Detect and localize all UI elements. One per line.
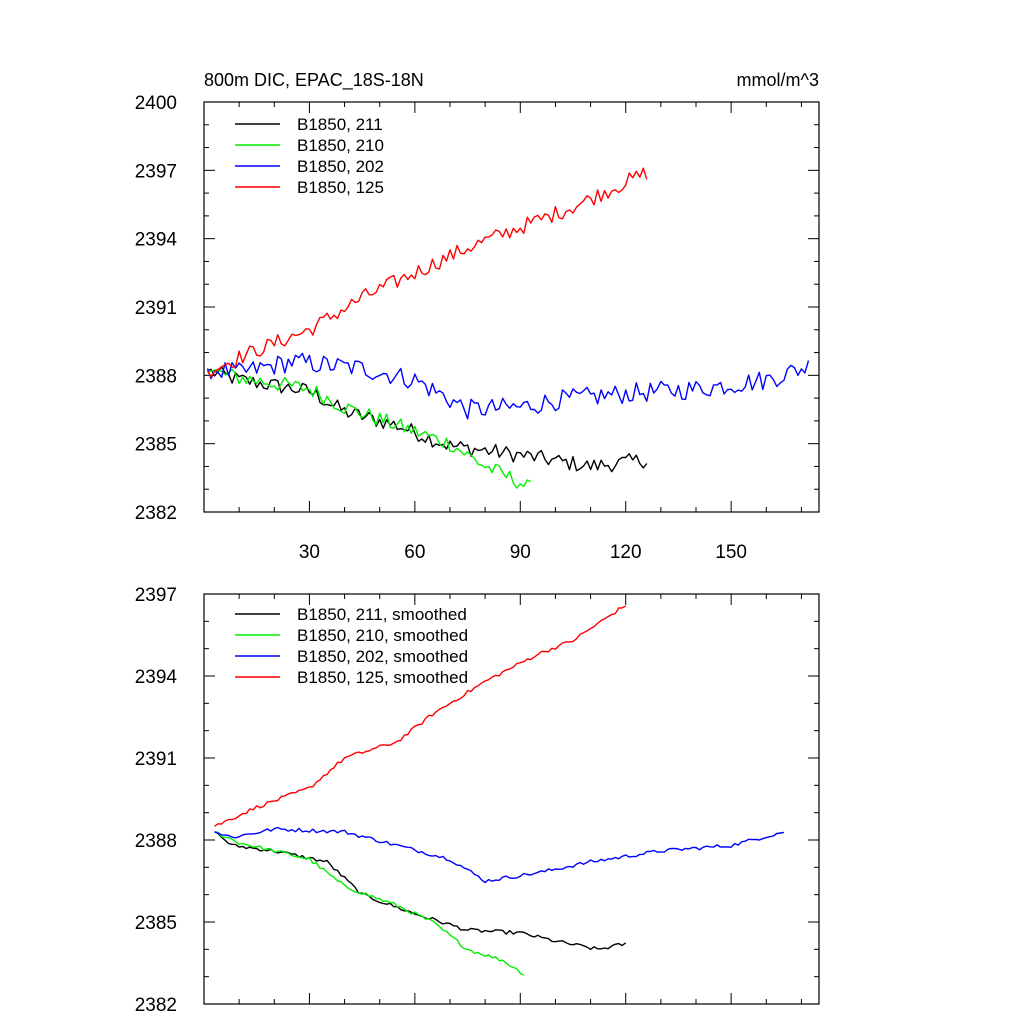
top-panel-y-tick-labels: 2382 2385 2388 2391 2394 2397 2400 bbox=[135, 93, 178, 524]
y-tick-label: 2382 bbox=[135, 503, 177, 524]
bottom-panel-series bbox=[214, 605, 785, 976]
series-line bbox=[214, 831, 525, 976]
series-line bbox=[214, 831, 627, 950]
top-panel-series bbox=[206, 167, 810, 489]
series-line bbox=[206, 352, 810, 420]
top-panel-legend: B1850, 211 B1850, 210 B1850, 202 B1850, … bbox=[235, 115, 384, 197]
top-panel-x-tick-labels: 30 60 90 120 150 bbox=[299, 542, 747, 563]
y-tick-label: 2391 bbox=[135, 298, 177, 319]
y-tick-label: 2397 bbox=[135, 161, 177, 182]
y-tick-label: 2397 bbox=[135, 585, 177, 606]
legend-label: B1850, 210 bbox=[297, 136, 384, 155]
chart-title: 800m DIC, EPAC_18S-18N bbox=[204, 70, 424, 91]
legend-label: B1850, 125 bbox=[297, 178, 384, 197]
legend-label: B1850, 202 bbox=[297, 157, 384, 176]
y-tick-label: 2388 bbox=[135, 831, 177, 852]
legend-label: B1850, 210, smoothed bbox=[297, 626, 468, 645]
bottom-panel-y-tick-labels: 2382 2385 2388 2391 2394 2397 bbox=[135, 585, 178, 1016]
y-tick-label: 2394 bbox=[135, 667, 178, 688]
bottom-panel: 2382 2385 2388 2391 2394 2397 B1850, 211… bbox=[135, 585, 820, 1016]
bottom-panel-legend: B1850, 211, smoothed B1850, 210, smoothe… bbox=[235, 605, 468, 687]
series-line bbox=[206, 167, 648, 378]
legend-label: B1850, 202, smoothed bbox=[297, 647, 468, 666]
x-tick-label: 30 bbox=[299, 542, 320, 563]
series-line bbox=[207, 366, 648, 473]
top-panel-frame bbox=[203, 101, 820, 513]
y-tick-label: 2382 bbox=[135, 995, 177, 1016]
bottom-panel-frame bbox=[203, 593, 820, 1005]
legend-label: B1850, 125, smoothed bbox=[297, 668, 468, 687]
legend-label: B1850, 211 bbox=[297, 115, 383, 134]
y-tick-label: 2391 bbox=[135, 749, 177, 770]
units-label: mmol/m^3 bbox=[737, 70, 819, 90]
y-tick-label: 2385 bbox=[135, 435, 177, 456]
series-line bbox=[214, 826, 785, 884]
y-tick-label: 2385 bbox=[135, 913, 177, 934]
y-tick-label: 2394 bbox=[135, 230, 178, 251]
series-line bbox=[207, 368, 532, 489]
legend-label: B1850, 211, smoothed bbox=[297, 605, 467, 624]
y-tick-label: 2388 bbox=[135, 366, 177, 387]
x-tick-label: 120 bbox=[610, 542, 642, 563]
x-tick-label: 150 bbox=[715, 542, 747, 563]
top-panel: 2382 2385 2388 2391 2394 2397 2400 30 60… bbox=[135, 93, 820, 563]
x-tick-label: 90 bbox=[510, 542, 531, 563]
x-tick-label: 60 bbox=[404, 542, 425, 563]
y-tick-label: 2400 bbox=[135, 93, 177, 114]
series-line bbox=[214, 605, 627, 827]
